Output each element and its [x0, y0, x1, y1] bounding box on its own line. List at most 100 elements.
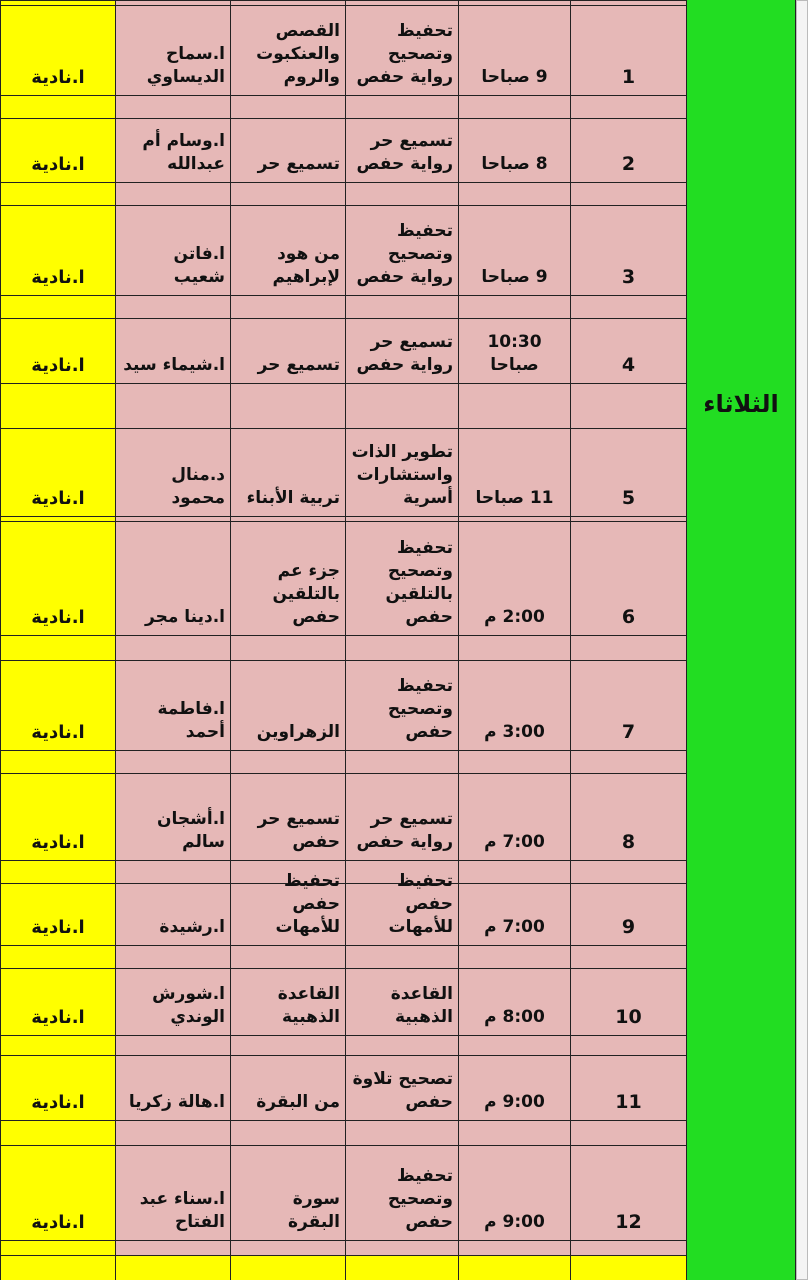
- supervisor-cell: ا.نادية: [31, 154, 85, 175]
- spacer-cell: [0, 383, 116, 429]
- spacer-cell: [345, 182, 459, 206]
- spacer-cell: [570, 1035, 687, 1056]
- number-cell: 5: [621, 487, 636, 509]
- spacer-cell: [0, 295, 116, 319]
- teacher-cell-bg: [115, 968, 231, 1036]
- supervisor-cell-bg: [0, 205, 116, 296]
- supervisor-cell: ا.نادية: [31, 488, 85, 509]
- supervisor-cell: ا.نادية: [31, 267, 85, 288]
- content-cell-bg: [230, 521, 346, 636]
- supervisor-cell-bg: [0, 118, 116, 183]
- type-cell: تصحيح تلاوة حفص: [352, 1069, 453, 1112]
- spacer-cell: [570, 295, 687, 319]
- spacer-cell: [345, 1120, 459, 1146]
- teacher-cell: ا.هالة زكريا: [128, 1092, 225, 1112]
- teacher-cell-bg: [115, 118, 231, 183]
- time-cell-bg: [458, 883, 571, 946]
- time-cell-bg: [458, 1055, 571, 1121]
- time-cell-bg: [458, 968, 571, 1036]
- type-cell-bg: [345, 5, 459, 96]
- time-cell: 10:30 صباحا: [487, 332, 542, 375]
- supervisor-cell-bg: [0, 521, 116, 636]
- teacher-cell: ا.دينا مجر: [145, 607, 225, 627]
- spacer-cell: [570, 750, 687, 774]
- spacer-cell: [0, 860, 116, 884]
- type-cell: تحفيظ وتصحيح بالتلقين حفص: [385, 538, 453, 627]
- spacer-cell: [115, 95, 231, 119]
- spacer-cell: [115, 1240, 231, 1256]
- teacher-cell: ا.وسام أم عبدالله: [142, 131, 225, 174]
- spacer-cell: [570, 635, 687, 661]
- teacher-cell: ا.سناء عبد الفتاح: [139, 1189, 225, 1232]
- spacer-cell: [570, 945, 687, 969]
- number-cell: 9: [621, 916, 636, 938]
- supervisor-cell-bg: [0, 883, 116, 946]
- spacer-cell: [0, 1120, 116, 1146]
- supervisor-cell-bg: [0, 428, 116, 517]
- type-cell-bg: [345, 660, 459, 751]
- teacher-cell: ا.سماح الديساوي: [146, 44, 225, 87]
- number-cell-bg: [570, 968, 687, 1036]
- type-cell: تحفيظ وتصحيح حفص: [387, 1166, 453, 1232]
- time-cell: 9:00 م: [484, 1092, 545, 1112]
- spacer-cell: [345, 295, 459, 319]
- day-column: [686, 0, 796, 1280]
- time-cell-bg: [458, 428, 571, 517]
- content-cell: من البقرة: [256, 1092, 340, 1112]
- supervisor-cell-bg: [0, 660, 116, 751]
- supervisor-cell: ا.نادية: [31, 607, 85, 628]
- time-cell: 2:00 م: [484, 607, 545, 627]
- spacer-cell: [230, 945, 346, 969]
- content-cell: تسميع حر حفص: [257, 809, 340, 852]
- teacher-cell: ا.فاتن شعيب: [173, 244, 225, 287]
- type-cell: تسميع حر رواية حفص: [356, 131, 453, 174]
- spacer-cell: [0, 182, 116, 206]
- time-cell: 9:00 م: [484, 1212, 545, 1232]
- time-cell: 9 صباحا: [481, 67, 548, 87]
- number-cell: 12: [615, 1211, 642, 1233]
- teacher-cell: ا.فاطمة أحمد: [157, 699, 225, 742]
- time-cell-bg: [458, 5, 571, 96]
- number-cell-bg: [570, 660, 687, 751]
- spacer-cell: [458, 1240, 571, 1256]
- type-cell-bg: [345, 1145, 459, 1241]
- type-cell-bg: [345, 521, 459, 636]
- time-cell-bg: [458, 318, 571, 384]
- content-cell: سورة البقرة: [288, 1189, 340, 1232]
- margin-column: [796, 0, 808, 1280]
- content-cell: تسميع حر: [257, 355, 340, 375]
- time-cell: 9 صباحا: [481, 267, 548, 287]
- content-cell-bg: [230, 118, 346, 183]
- time-cell: 3:00 م: [484, 722, 545, 742]
- day-label: الثلاثاء: [703, 390, 779, 418]
- spacer-cell: [230, 750, 346, 774]
- spacer-cell: [458, 295, 571, 319]
- content-cell-bg: [230, 5, 346, 96]
- spacer-cell: [230, 295, 346, 319]
- number-cell-bg: [570, 883, 687, 946]
- supervisor-cell: ا.نادية: [31, 67, 85, 88]
- content-cell: تسميع حر: [257, 154, 340, 174]
- spacer-cell: [570, 182, 687, 206]
- number-cell-bg: [570, 428, 687, 517]
- type-cell-bg: [345, 205, 459, 296]
- content-cell: الزهراوين: [256, 722, 340, 742]
- spacer-cell: [230, 1240, 346, 1256]
- spacer-cell: [458, 1120, 571, 1146]
- spacer-cell: [458, 945, 571, 969]
- spacer-cell: [458, 1255, 571, 1280]
- type-cell-bg: [345, 118, 459, 183]
- spacer-cell: [230, 1120, 346, 1146]
- spacer-cell: [345, 95, 459, 119]
- spacer-cell: [345, 1255, 459, 1280]
- spacer-cell: [345, 1035, 459, 1056]
- number-cell-bg: [570, 1055, 687, 1121]
- supervisor-cell: ا.نادية: [31, 1007, 85, 1028]
- spacer-cell: [345, 860, 459, 884]
- spacer-cell: [0, 1240, 116, 1256]
- spacer-cell: [570, 860, 687, 884]
- spacer-cell: [458, 383, 571, 429]
- spacer-cell: [115, 182, 231, 206]
- time-cell: 8:00 م: [484, 1007, 545, 1027]
